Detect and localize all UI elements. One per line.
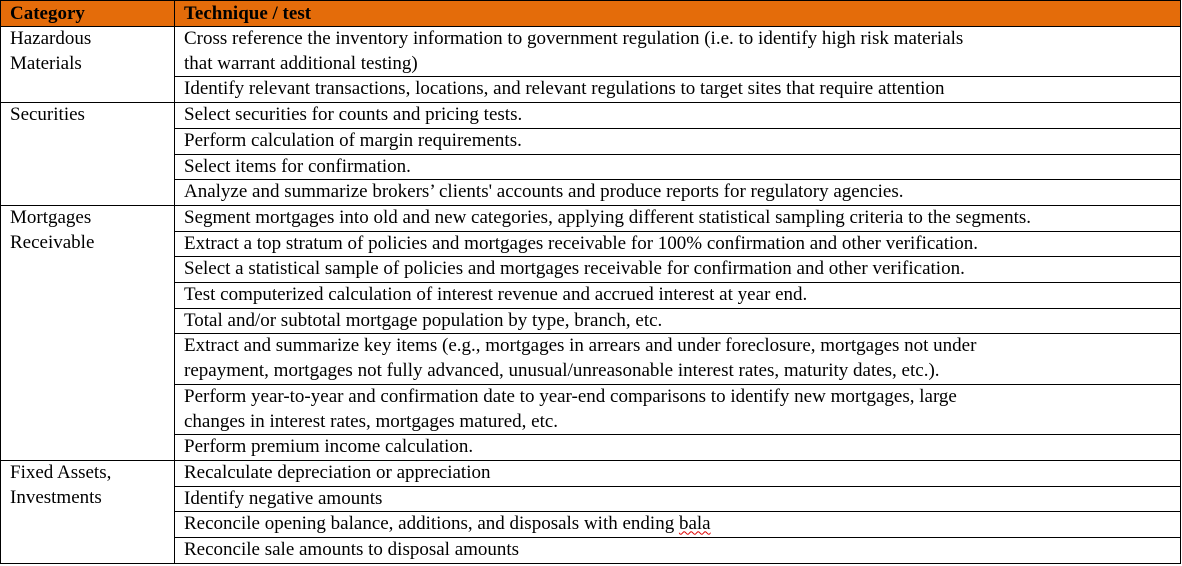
table-row: Select a statistical sample of policies … — [1, 256, 1181, 284]
header-cell: Category — [0, 0, 175, 27]
cell-line: Mortgages — [10, 206, 92, 228]
cell-line: Securities — [10, 104, 85, 126]
header-row: Category Technique / test — [0, 0, 1181, 27]
technique-cell: Analyze and summarize brokers’ clients' … — [174, 179, 1181, 206]
technique-cell: Identify negative amounts — [174, 485, 1181, 513]
cell-line: Materials — [10, 52, 82, 74]
cell-line: Fixed Assets, — [10, 461, 112, 483]
table-row: Identify negative amounts — [1, 485, 1181, 513]
cell-line: Identify relevant transactions, location… — [184, 78, 945, 100]
cell-line: Total and/or subtotal mortgage populatio… — [184, 309, 663, 331]
cell-line: Investments — [10, 486, 102, 508]
cell-line: Select items for confirmation. — [184, 155, 411, 177]
cell-line: Recalculate depreciation or appreciation — [184, 461, 491, 483]
technique-cell: Cross reference the inventory informatio… — [174, 25, 1181, 78]
technique-cell: Test computerized calculation of interes… — [174, 282, 1181, 309]
technique-cell: Total and/or subtotal mortgage populatio… — [174, 307, 1181, 335]
table-row: Perform calculation of margin requiremen… — [1, 127, 1181, 155]
table-row: Perform premium income calculation. — [1, 434, 1181, 461]
table-row: Test computerized calculation of interes… — [1, 282, 1181, 309]
table-row: Securities Select securities for counts a… — [0, 102, 1181, 206]
table-row: Analyze and summarize brokers’ clients' … — [1, 179, 1181, 206]
technique-cell: Segment mortgages into old and new categ… — [174, 204, 1181, 232]
cell-line: Hazardous — [10, 28, 92, 49]
table-row: Perform year-to-year and confirmation da… — [1, 383, 1181, 436]
table-row: Extract a top stratum of policies and mo… — [1, 230, 1181, 258]
cell-line: Receivable — [10, 231, 95, 253]
technique-cell: Extract a top stratum of policies and mo… — [174, 230, 1181, 258]
category-cell: Mortgages Receivable — [0, 204, 175, 461]
technique-cell: Perform premium income calculation. — [174, 434, 1181, 461]
technique-cell: Perform year-to-year and confirmation da… — [174, 383, 1181, 436]
category-cell: Securities — [0, 102, 175, 206]
cell-line: Perform premium income calculation. — [184, 436, 474, 458]
cell-line: Segment mortgages into old and new categ… — [184, 206, 1032, 228]
technique-cell: Recalculate depreciation or appreciation — [174, 459, 1181, 487]
cell-line: Test computerized calculation of interes… — [184, 284, 808, 306]
table-body: Hazardous Materials Cross reference the in… — [0, 25, 1181, 564]
technique-cell: Select a statistical sample of policies … — [174, 256, 1181, 284]
table-row: Extract and summarize key items (e.g., m… — [1, 333, 1181, 385]
header-cell: Technique / test — [174, 0, 1181, 27]
table-row: Fixed Assets, Investments Recalculate depr… — [0, 459, 1181, 564]
cell-line: Perform year-to-year and confirmation da… — [184, 385, 957, 407]
cell-line: Select a statistical sample of policies … — [184, 258, 965, 280]
cell-line: Select securities for counts and pricing… — [184, 104, 523, 126]
category-cell: Hazardous Materials — [0, 25, 175, 104]
table-row: Identify relevant transactions, location… — [1, 76, 1181, 104]
technique-cell: Reconcile sale amounts to disposal amoun… — [174, 537, 1181, 564]
technique-cell: Extract and summarize key items (e.g., m… — [174, 333, 1181, 385]
cell-line: that warrant additional testing) — [184, 52, 418, 74]
technique-cell: Select securities for counts and pricing… — [174, 102, 1181, 129]
technique-cell: Identify relevant transactions, location… — [174, 76, 1181, 104]
cell-line: Analyze and summarize brokers’ clients' … — [184, 181, 904, 203]
cell-line: Reconcile sale amounts to disposal amoun… — [184, 539, 520, 561]
table-row: Select items for confirmation. — [1, 153, 1181, 181]
cell-line: Extract and summarize key items (e.g., m… — [184, 335, 977, 357]
cell-line: Reconcile opening balance, additions, an… — [184, 513, 711, 535]
technique-cell: Reconcile opening balance, additions, an… — [174, 511, 1181, 539]
table-row: Reconcile opening balance, additions, an… — [1, 511, 1181, 539]
misspelled-word: bala — [678, 513, 711, 535]
cell-line: Cross reference the inventory informatio… — [184, 28, 964, 49]
table-row: Reconcile sale amounts to disposal amoun… — [1, 537, 1181, 564]
cell-line: Perform calculation of margin requiremen… — [184, 129, 522, 151]
cell-line: Identify negative amounts — [184, 487, 383, 509]
cell-line: changes in interest rates, mortgages mat… — [184, 410, 559, 432]
cell-line: Extract a top stratum of policies and mo… — [184, 232, 979, 254]
cell-line: repayment, mortgages not fully advanced,… — [184, 360, 940, 382]
category-cell: Fixed Assets, Investments — [0, 459, 175, 564]
technique-cell: Select items for confirmation. — [174, 153, 1181, 181]
table-row: Total and/or subtotal mortgage populatio… — [1, 307, 1181, 335]
table-row: Mortgages Receivable Segment mortgages int… — [0, 204, 1181, 461]
technique-cell: Perform calculation of margin requiremen… — [174, 127, 1181, 155]
table-row: Hazardous Materials Cross reference the in… — [0, 25, 1181, 104]
